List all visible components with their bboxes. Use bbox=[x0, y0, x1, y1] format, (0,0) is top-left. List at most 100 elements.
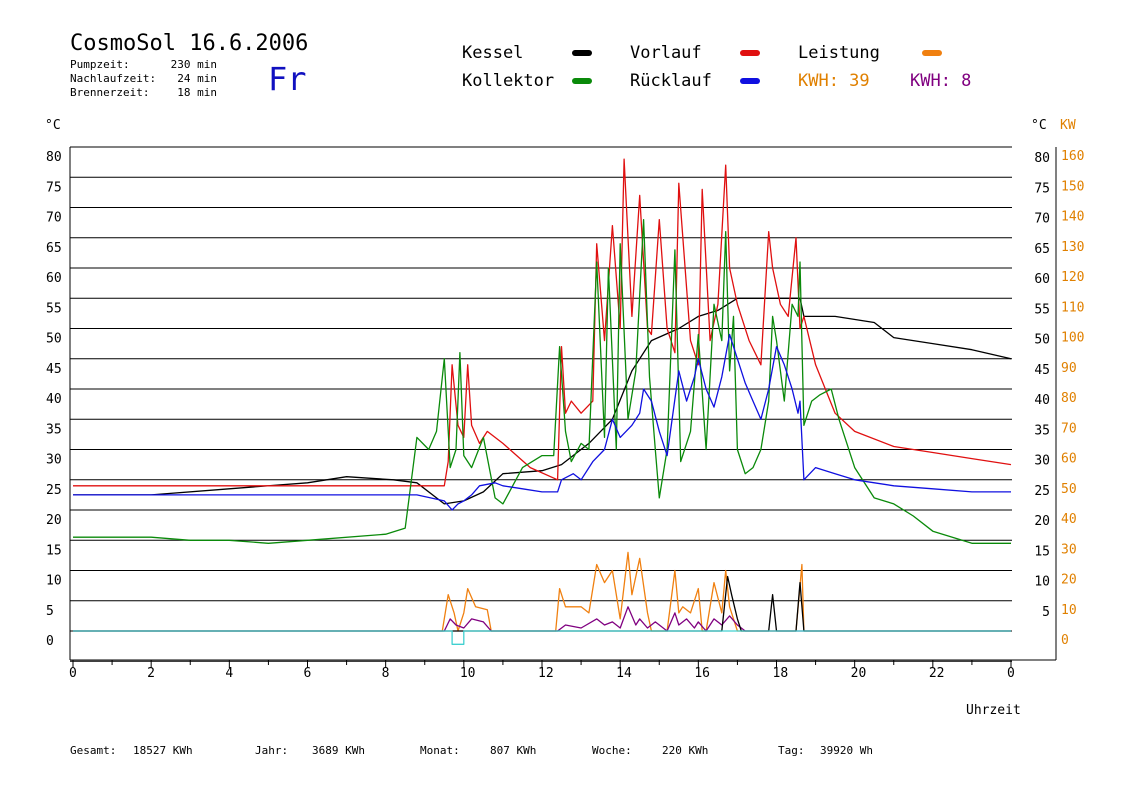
y-right-temp-tick-label: 5 bbox=[1042, 605, 1050, 620]
y-right-kw-tick-label: 130 bbox=[1061, 240, 1084, 255]
y-left-tick-label: 20 bbox=[46, 513, 62, 528]
y-right-unit-temp: °C bbox=[1031, 118, 1047, 133]
series-line-r-cklauf bbox=[73, 333, 1011, 511]
legend-label-kollektor: Kollektor bbox=[462, 71, 554, 91]
total-label-gesamt: Gesamt: bbox=[70, 744, 116, 757]
y-right-temp-tick-label: 10 bbox=[1034, 575, 1050, 590]
y-left-tick-label: 30 bbox=[46, 453, 62, 468]
y-right-kw-tick-label: 100 bbox=[1061, 331, 1084, 346]
y-right-kw-tick-label: 160 bbox=[1061, 149, 1084, 164]
y-right-temp-tick-label: 20 bbox=[1034, 514, 1050, 529]
y-left-tick-label: 80 bbox=[46, 150, 62, 165]
legend-label-ruecklauf: Rücklauf bbox=[630, 71, 712, 91]
total-value-gesamt: 18527 KWh bbox=[133, 744, 193, 757]
x-tick-label: 12 bbox=[538, 666, 554, 681]
x-tick-label: 8 bbox=[382, 666, 390, 681]
y-right-kw-tick-label: 110 bbox=[1061, 300, 1084, 315]
x-tick-label: 20 bbox=[851, 666, 867, 681]
kwh-other-readout: KWH: 8 bbox=[910, 71, 971, 91]
kwh-power-readout: KWH: 39 bbox=[798, 71, 870, 91]
y-right-kw-tick-label: 20 bbox=[1061, 573, 1077, 588]
series-line-leistung bbox=[73, 551, 1011, 632]
day-of-week: Fr bbox=[268, 60, 307, 98]
total-label-tag: Tag: bbox=[778, 744, 805, 757]
y-left-tick-label: 75 bbox=[46, 180, 62, 195]
legend-swatch-vorlauf bbox=[740, 50, 760, 56]
y-right-kw-tick-label: 80 bbox=[1061, 391, 1077, 406]
total-value-woche: 220 KWh bbox=[662, 744, 708, 757]
x-tick-label: 16 bbox=[694, 666, 710, 681]
legend-swatch-kessel bbox=[572, 50, 592, 56]
y-left-tick-label: 25 bbox=[46, 483, 62, 498]
series-line-vorlauf bbox=[73, 158, 1012, 487]
legend-swatch-leistung bbox=[922, 50, 942, 56]
x-tick-label: 10 bbox=[460, 666, 476, 681]
x-tick-label: 0 bbox=[1007, 666, 1015, 681]
stat-value-nachlaufzeit: 24 min bbox=[177, 72, 217, 85]
y-right-temp-tick-label: 55 bbox=[1034, 302, 1050, 317]
y-right-temp-tick-label: 15 bbox=[1034, 544, 1050, 559]
y-right-kw-tick-label: 40 bbox=[1061, 512, 1077, 527]
y-right-temp-tick-label: 50 bbox=[1034, 333, 1050, 348]
x-tick-label: 6 bbox=[304, 666, 312, 681]
y-left-tick-label: 55 bbox=[46, 301, 62, 316]
y-left-tick-label: 35 bbox=[46, 422, 62, 437]
y-right-kw-tick-label: 150 bbox=[1061, 179, 1084, 194]
y-left-tick-label: 40 bbox=[46, 392, 62, 407]
total-value-tag: 39920 Wh bbox=[820, 744, 873, 757]
y-right-temp-tick-label: 65 bbox=[1034, 242, 1050, 257]
series-line-kollektor bbox=[73, 218, 1011, 544]
y-left-tick-label: 15 bbox=[46, 543, 62, 558]
y-right-kw-tick-label: 10 bbox=[1061, 603, 1077, 618]
legend-label-vorlauf: Vorlauf bbox=[630, 43, 702, 63]
y-left-tick-label: 65 bbox=[46, 241, 62, 256]
energy-totals: Gesamt: 18527 KWh Jahr: 3689 KWh Monat: … bbox=[70, 744, 873, 757]
total-value-monat: 807 KWh bbox=[490, 744, 536, 757]
y-right-temp-tick-label: 30 bbox=[1034, 454, 1050, 469]
x-tick-label: 22 bbox=[929, 666, 945, 681]
legend-label-leistung: Leistung bbox=[798, 43, 880, 63]
legend-swatch-ruecklauf bbox=[740, 78, 760, 84]
stat-label-nachlaufzeit: Nachlaufzeit: bbox=[70, 72, 156, 85]
y-right-kw-tick-label: 90 bbox=[1061, 361, 1077, 376]
y-left-tick-label: 5 bbox=[46, 604, 54, 619]
series-line-pumpe bbox=[73, 630, 1011, 645]
legend: Kessel Vorlauf Leistung Kollektor Rückla… bbox=[462, 43, 971, 91]
y-left-tick-label: 60 bbox=[46, 271, 62, 286]
series-line-sekund-r bbox=[73, 606, 1011, 632]
stat-value-brennerzeit: 18 min bbox=[177, 86, 217, 99]
legend-swatch-kollektor bbox=[572, 78, 592, 84]
total-label-jahr: Jahr: bbox=[255, 744, 288, 757]
y-right-kw-tick-label: 30 bbox=[1061, 542, 1077, 557]
total-value-jahr: 3689 KWh bbox=[312, 744, 365, 757]
y-right-kw-tick-label: 50 bbox=[1061, 482, 1077, 497]
x-tick-label: 18 bbox=[773, 666, 789, 681]
stat-label-brennerzeit: Brennerzeit: bbox=[70, 86, 149, 99]
y-right-kw-tick-label: 120 bbox=[1061, 270, 1084, 285]
y-right-temp-tick-label: 70 bbox=[1034, 212, 1050, 227]
y-right-temp-tick-label: 75 bbox=[1034, 181, 1050, 196]
y-left-tick-label: 0 bbox=[46, 634, 54, 649]
y-right-temp-tick-label: 45 bbox=[1034, 363, 1050, 378]
y-right-kw-tick-label: 0 bbox=[1061, 633, 1069, 648]
y-left-tick-label: 10 bbox=[46, 574, 62, 589]
y-left-unit: °C bbox=[45, 118, 61, 133]
y-right-kw-tick-label: 140 bbox=[1061, 210, 1084, 225]
grid-lines bbox=[70, 146, 1012, 662]
y-right-temp-tick-label: 80 bbox=[1034, 151, 1050, 166]
x-tick-label: 14 bbox=[616, 666, 632, 681]
stat-value-pumpzeit: 230 min bbox=[171, 58, 217, 71]
y-right-temp-tick-label: 35 bbox=[1034, 423, 1050, 438]
series-line-brenner bbox=[73, 575, 1011, 632]
stat-label-pumpzeit: Pumpzeit: bbox=[70, 58, 130, 71]
y-right-kw-tick-label: 70 bbox=[1061, 421, 1077, 436]
chart-title: CosmoSol 16.6.2006 bbox=[70, 31, 308, 56]
y-right-temp-tick-label: 60 bbox=[1034, 272, 1050, 287]
y-left-tick-label: 70 bbox=[46, 211, 62, 226]
run-stats: Pumpzeit: 230 min Nachlaufzeit: 24 min B… bbox=[70, 58, 217, 99]
axis-ticks: 0510152025303540455055606570758051015202… bbox=[46, 149, 1084, 681]
x-tick-label: 0 bbox=[69, 666, 77, 681]
y-right-kw-tick-label: 60 bbox=[1061, 452, 1077, 467]
total-label-woche: Woche: bbox=[592, 744, 632, 757]
